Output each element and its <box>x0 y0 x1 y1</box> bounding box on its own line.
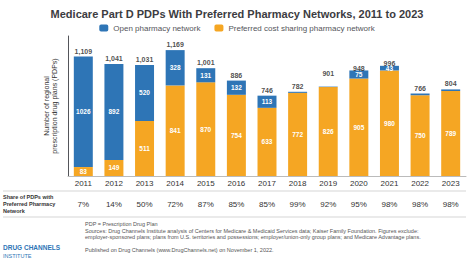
svg-text:2020: 2020 <box>350 179 368 188</box>
svg-text:1,169: 1,169 <box>166 41 184 49</box>
svg-text:87%: 87% <box>198 200 214 209</box>
svg-text:DRUG CHANNELS: DRUG CHANNELS <box>3 244 61 251</box>
svg-text:50%: 50% <box>137 200 153 209</box>
svg-text:Preferred cost sharing pharmac: Preferred cost sharing pharmacy network <box>228 24 375 33</box>
svg-text:75: 75 <box>355 71 363 78</box>
svg-text:7%: 7% <box>78 200 90 209</box>
svg-text:948: 948 <box>353 65 365 72</box>
svg-text:85%: 85% <box>228 200 244 209</box>
svg-text:83: 83 <box>80 168 88 175</box>
svg-text:804: 804 <box>445 80 457 87</box>
svg-text:328: 328 <box>170 64 181 71</box>
svg-text:886: 886 <box>231 72 243 79</box>
svg-text:149: 149 <box>108 164 119 171</box>
svg-text:99%: 99% <box>290 200 306 209</box>
svg-text:132: 132 <box>231 84 242 91</box>
svg-text:INSTITUTE: INSTITUTE <box>3 253 32 259</box>
svg-text:Share of PDPs with: Share of PDPs with <box>3 194 54 200</box>
svg-text:1,031: 1,031 <box>136 56 154 64</box>
svg-text:14%: 14% <box>106 200 122 209</box>
svg-text:Network: Network <box>3 208 26 214</box>
svg-text:2014: 2014 <box>166 179 184 188</box>
svg-text:98%: 98% <box>381 200 397 209</box>
svg-text:43: 43 <box>385 64 394 72</box>
svg-text:633: 633 <box>262 138 273 145</box>
svg-text:employer-sponsored plans; plan: employer-sponsored plans; plans from U.S… <box>85 234 421 240</box>
svg-text:PDP = Prescription Drug Plan: PDP = Prescription Drug Plan <box>85 221 158 227</box>
svg-text:98%: 98% <box>412 200 428 209</box>
svg-text:Open pharmacy network: Open pharmacy network <box>113 24 201 33</box>
svg-text:98%: 98% <box>443 200 459 209</box>
svg-text:841: 841 <box>170 127 181 134</box>
svg-text:520: 520 <box>139 89 150 96</box>
svg-text:2022: 2022 <box>411 179 429 188</box>
svg-text:92%: 92% <box>320 200 336 209</box>
svg-text:980: 980 <box>384 120 395 127</box>
svg-text:prescription drug plans (PDPs): prescription drug plans (PDPs) <box>51 58 59 153</box>
svg-text:95%: 95% <box>351 200 367 209</box>
svg-text:1,109: 1,109 <box>75 48 93 56</box>
svg-text:772: 772 <box>292 131 303 138</box>
svg-text:2012: 2012 <box>105 179 123 188</box>
svg-text:996: 996 <box>384 60 396 67</box>
svg-text:2016: 2016 <box>227 179 245 188</box>
svg-text:750: 750 <box>415 132 426 139</box>
svg-text:Published on Drug Channels (ww: Published on Drug Channels (www.DrugChan… <box>85 247 274 253</box>
svg-text:1,041: 1,041 <box>105 55 123 63</box>
svg-text:892: 892 <box>108 108 119 115</box>
svg-text:2018: 2018 <box>289 179 307 188</box>
svg-text:870: 870 <box>200 126 211 133</box>
svg-text:901: 901 <box>322 70 334 77</box>
svg-text:2023: 2023 <box>442 179 460 188</box>
svg-text:2011: 2011 <box>75 179 93 188</box>
svg-text:1026: 1026 <box>76 108 91 115</box>
svg-text:746: 746 <box>261 87 273 94</box>
svg-text:2017: 2017 <box>258 179 276 188</box>
svg-text:782: 782 <box>292 83 304 90</box>
svg-text:131: 131 <box>200 72 211 79</box>
svg-text:Sources: Drug Channels Institu: Sources: Drug Channels Institute analysi… <box>85 228 420 234</box>
svg-text:511: 511 <box>139 145 150 152</box>
svg-text:2021: 2021 <box>381 179 399 188</box>
svg-text:2019: 2019 <box>319 179 337 188</box>
svg-text:766: 766 <box>414 85 426 92</box>
svg-text:113: 113 <box>262 98 273 105</box>
svg-text:85%: 85% <box>259 200 275 209</box>
svg-text:Medicare Part D PDPs With Pref: Medicare Part D PDPs With Preferred Phar… <box>51 8 424 20</box>
svg-text:2013: 2013 <box>136 179 154 188</box>
svg-text:789: 789 <box>445 130 456 137</box>
svg-text:2015: 2015 <box>197 179 215 188</box>
svg-text:826: 826 <box>323 128 334 135</box>
svg-text:Preferred Pharmacy: Preferred Pharmacy <box>3 201 56 207</box>
svg-text:905: 905 <box>353 124 364 131</box>
svg-text:1,001: 1,001 <box>197 59 215 67</box>
svg-text:Number of regional: Number of regional <box>43 76 51 136</box>
svg-text:72%: 72% <box>167 200 183 209</box>
svg-text:754: 754 <box>231 132 242 139</box>
